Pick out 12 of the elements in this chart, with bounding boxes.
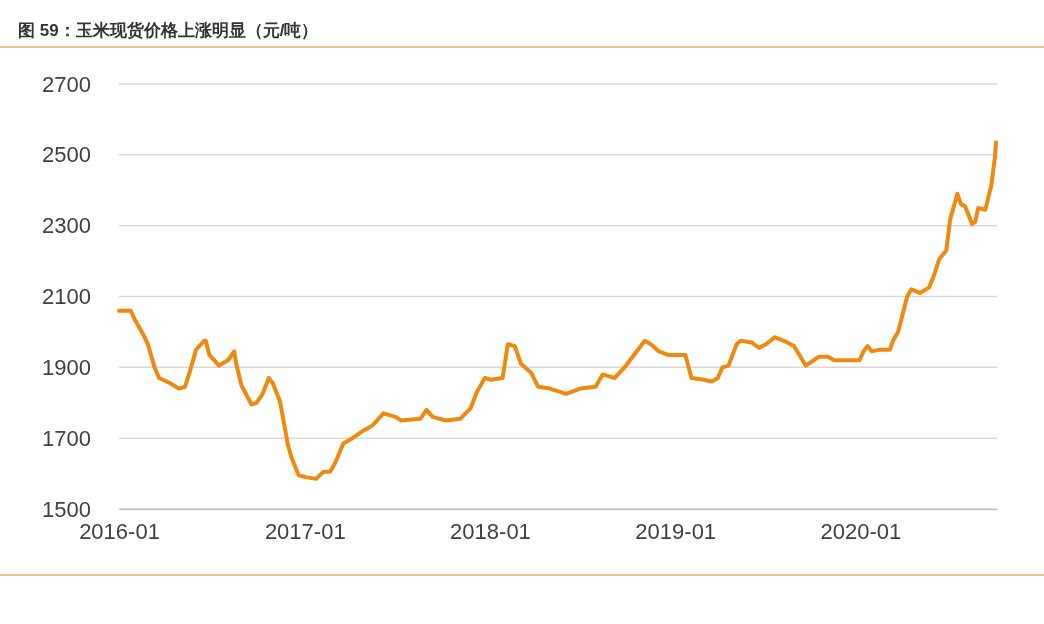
x-tick-label: 2018-01	[450, 518, 531, 544]
line-series	[117, 140, 998, 481]
x-tick-label: 2017-01	[264, 518, 346, 544]
y-tick-label: 2500	[42, 142, 91, 168]
y-tick-label: 1900	[42, 354, 91, 380]
y-tick-label: 2700	[42, 71, 91, 97]
y-tick-label: 2300	[42, 213, 91, 239]
y-tick-label: 1700	[42, 425, 91, 451]
x-tick-label: 2020-01	[820, 518, 902, 544]
x-tick-label: 2019-01	[635, 518, 717, 544]
chart-title: 图 59：玉米现货价格上涨明显（元/吨）	[18, 21, 319, 40]
y-tick-label: 2100	[42, 284, 91, 310]
